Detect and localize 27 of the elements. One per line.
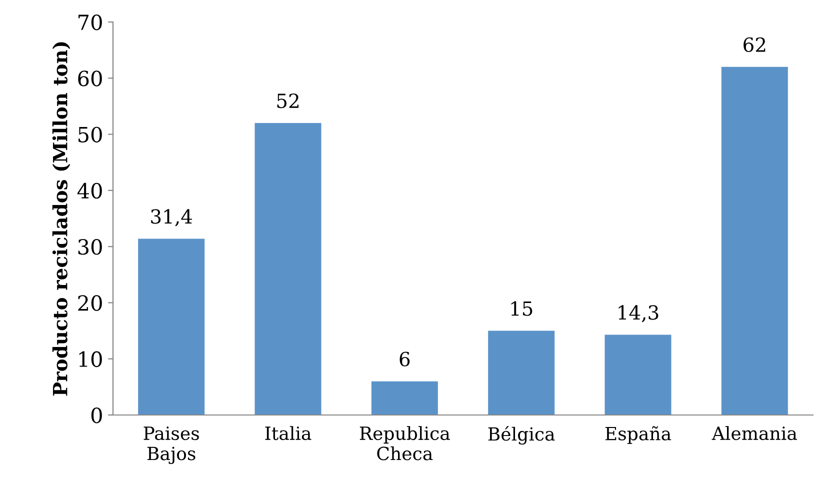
bar <box>371 381 438 415</box>
x-tick-label: Paises Bajos <box>144 426 199 464</box>
x-tick-label: Italia <box>265 426 312 440</box>
y-tick-label: 60 <box>78 70 102 86</box>
data-label: 52 <box>277 93 298 108</box>
y-tick-label: 40 <box>77 182 102 199</box>
x-tick-label: Alemania <box>712 426 797 440</box>
bar <box>721 66 788 415</box>
bar <box>604 334 672 415</box>
bar <box>138 238 205 415</box>
y-tick-label: 70 <box>78 14 102 30</box>
x-tick-label: España <box>605 426 672 444</box>
data-label: 6 <box>400 352 410 366</box>
y-tick-label: 0 <box>91 407 102 424</box>
y-tick-label: 10 <box>79 351 102 368</box>
bar <box>488 330 555 415</box>
y-tick-label: 50 <box>78 126 102 142</box>
data-label: 14,3 <box>618 305 658 322</box>
x-tick-label: Bélgica <box>488 426 555 445</box>
y-tick-label: 30 <box>78 239 102 255</box>
data-label: 62 <box>744 37 766 52</box>
data-label: 31,4 <box>151 209 192 226</box>
y-axis-title: Producto reciclados (Millon ton) <box>52 42 70 396</box>
bar <box>254 123 322 415</box>
data-label: 15 <box>511 301 532 316</box>
y-tick-label: 20 <box>78 295 102 311</box>
x-tick-label: Republica Checa <box>360 426 450 460</box>
